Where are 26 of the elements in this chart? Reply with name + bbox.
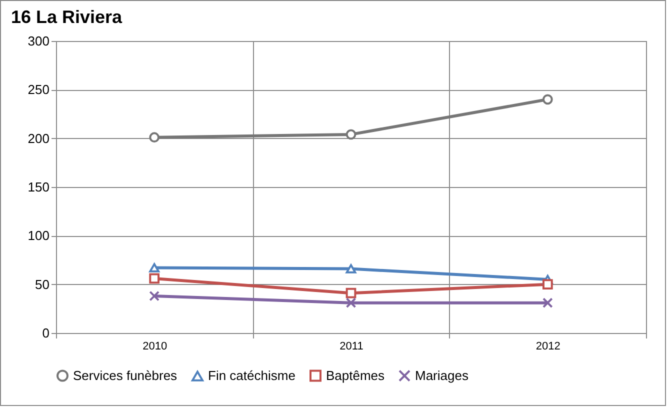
x-tick-label: 2010 bbox=[142, 340, 168, 352]
y-tick-label: 300 bbox=[28, 34, 50, 48]
y-tick-label: 100 bbox=[28, 228, 50, 244]
point bbox=[542, 94, 553, 105]
legend-label: Mariages bbox=[415, 368, 469, 383]
point bbox=[346, 264, 356, 274]
legend-label: Fin catéchisme bbox=[208, 368, 296, 384]
point bbox=[149, 132, 160, 143]
point bbox=[346, 288, 356, 298]
y-tick-label: 50 bbox=[35, 276, 50, 292]
legend-label: Baptêmes bbox=[326, 368, 386, 383]
y-tick-label: 150 bbox=[28, 180, 50, 194]
legend-label: Services funèbres bbox=[73, 368, 178, 383]
point bbox=[149, 273, 160, 284]
point bbox=[149, 290, 160, 302]
point bbox=[149, 263, 160, 272]
x-tick-label: 2012 bbox=[536, 340, 560, 352]
point bbox=[346, 129, 356, 140]
x-tick-label: 2011 bbox=[340, 340, 364, 352]
point bbox=[542, 279, 553, 290]
point bbox=[346, 298, 356, 308]
y-tick-label: 250 bbox=[28, 82, 50, 98]
y-tick-label: 0 bbox=[42, 326, 50, 340]
chart-title: 16 La Riviera bbox=[11, 7, 124, 27]
point bbox=[542, 298, 553, 308]
y-tick-label: 200 bbox=[28, 130, 50, 146]
